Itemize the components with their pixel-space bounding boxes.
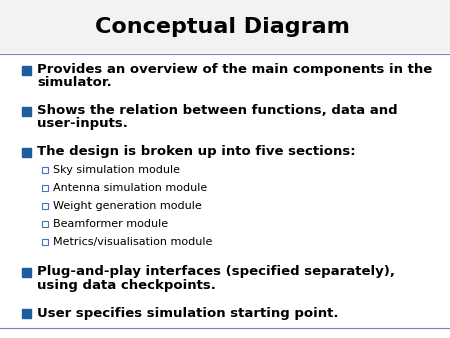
Text: simulator.: simulator. [37, 76, 112, 90]
Text: Beamformer module: Beamformer module [53, 219, 168, 229]
Text: Antenna simulation module: Antenna simulation module [53, 183, 207, 193]
FancyBboxPatch shape [0, 0, 450, 53]
Bar [22, 147, 31, 156]
Bar [22, 309, 31, 317]
Text: User specifies simulation starting point.: User specifies simulation starting point… [37, 307, 338, 319]
Text: Provides an overview of the main components in the: Provides an overview of the main compone… [37, 64, 432, 76]
Text: Shows the relation between functions, data and: Shows the relation between functions, da… [37, 104, 398, 118]
Bar [42, 239, 48, 245]
Bar [42, 203, 48, 209]
Bar [42, 167, 48, 173]
Text: The design is broken up into five sections:: The design is broken up into five sectio… [37, 145, 356, 159]
Text: Weight generation module: Weight generation module [53, 201, 202, 211]
Text: using data checkpoints.: using data checkpoints. [37, 279, 216, 291]
Bar [42, 185, 48, 191]
Bar [22, 267, 31, 276]
Text: Metrics/visualisation module: Metrics/visualisation module [53, 237, 212, 247]
Text: user-inputs.: user-inputs. [37, 118, 128, 130]
Bar [22, 106, 31, 116]
Text: Conceptual Diagram: Conceptual Diagram [95, 17, 350, 37]
Text: Sky simulation module: Sky simulation module [53, 165, 180, 175]
Text: Plug-and-play interfaces (specified separately),: Plug-and-play interfaces (specified sepa… [37, 266, 395, 279]
Bar [42, 221, 48, 227]
Bar [22, 66, 31, 74]
